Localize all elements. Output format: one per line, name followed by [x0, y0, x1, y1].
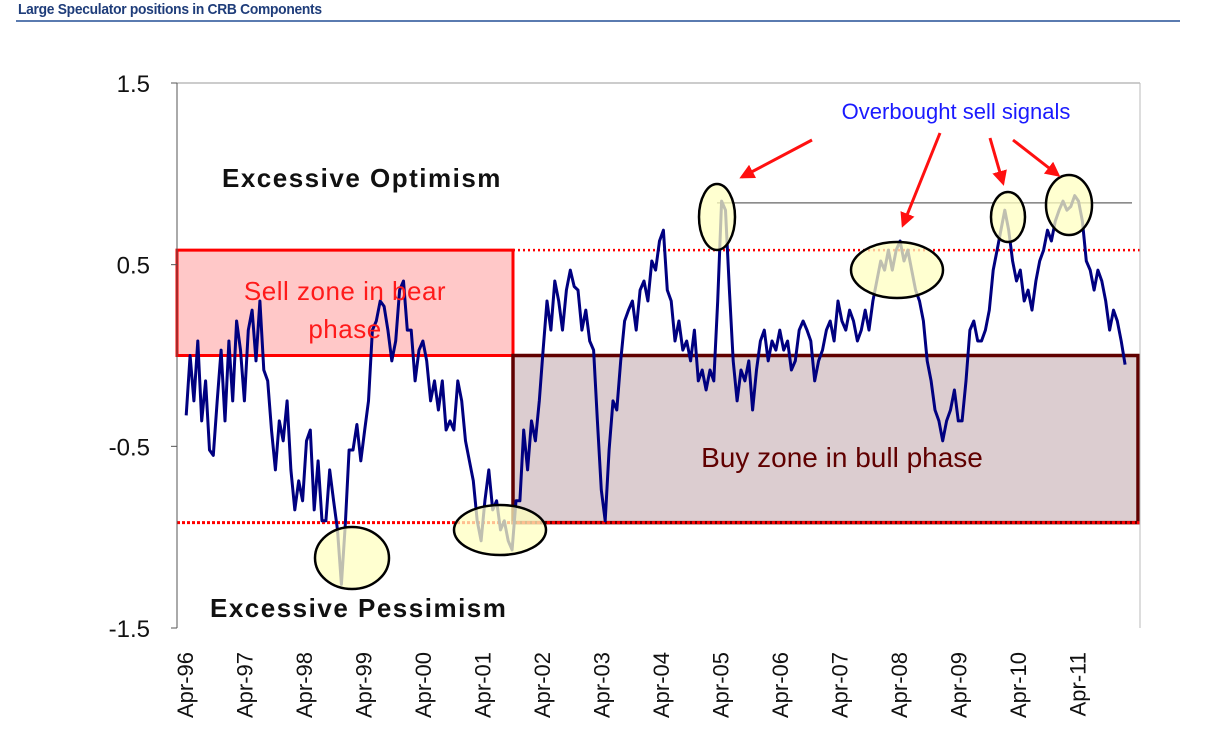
signal-highlight-ellipse	[697, 182, 737, 252]
x-tick-label: Apr-02	[530, 652, 555, 718]
signal-highlight-ellipse	[452, 503, 548, 557]
chart-title: Large Speculator positions in CRB Compon…	[18, 1, 322, 18]
x-tick-label: Apr-97	[233, 652, 258, 718]
annotation-arrow	[900, 132, 942, 228]
x-tick-label: Apr-10	[1006, 652, 1031, 718]
sell-zone-label-line2: phase	[308, 314, 381, 344]
x-tick-label: Apr-04	[649, 652, 674, 718]
annotation-arrow	[988, 137, 1007, 186]
sell-zone-label-line1: Sell zone in bear	[244, 276, 446, 306]
signal-highlight-ellipse	[313, 525, 391, 591]
x-tick-label: Apr-99	[352, 652, 377, 718]
x-tick-label: Apr-03	[590, 652, 615, 718]
annotation-arrow	[1012, 138, 1061, 177]
x-tick-label: Apr-06	[768, 652, 793, 718]
y-tick-label: 0.5	[117, 253, 150, 280]
x-tick-label: Apr-11	[1066, 652, 1091, 716]
buy-zone-label: Buy zone in bull phase	[701, 442, 983, 473]
y-tick-label: 1.5	[117, 71, 150, 98]
signal-highlight-ellipse	[1044, 173, 1094, 237]
title-underline	[16, 20, 1180, 22]
x-tick-label: Apr-01	[471, 652, 496, 718]
y-tick-label: -0.5	[109, 434, 150, 461]
buy-zone-box	[511, 353, 1140, 525]
x-tick-label: Apr-08	[887, 652, 912, 718]
x-tick-label: Apr-98	[292, 652, 317, 718]
x-tick-label: Apr-00	[411, 652, 436, 718]
overbought-label: Overbought sell signals	[842, 99, 1071, 124]
excessive-optimism-label: Excessive Optimism	[222, 163, 502, 193]
y-tick-label: -1.5	[109, 616, 150, 643]
x-tick-label: Apr-07	[828, 652, 853, 718]
x-tick-label: Apr-09	[947, 652, 972, 718]
annotation-arrow	[739, 138, 813, 179]
x-tick-label: Apr-05	[709, 652, 734, 718]
x-tick-label: Apr-96	[173, 652, 198, 718]
signal-highlight-ellipse	[989, 190, 1027, 244]
signal-highlight-ellipse	[849, 240, 945, 300]
excessive-pessimism-label: Excessive Pessimism	[210, 593, 507, 623]
